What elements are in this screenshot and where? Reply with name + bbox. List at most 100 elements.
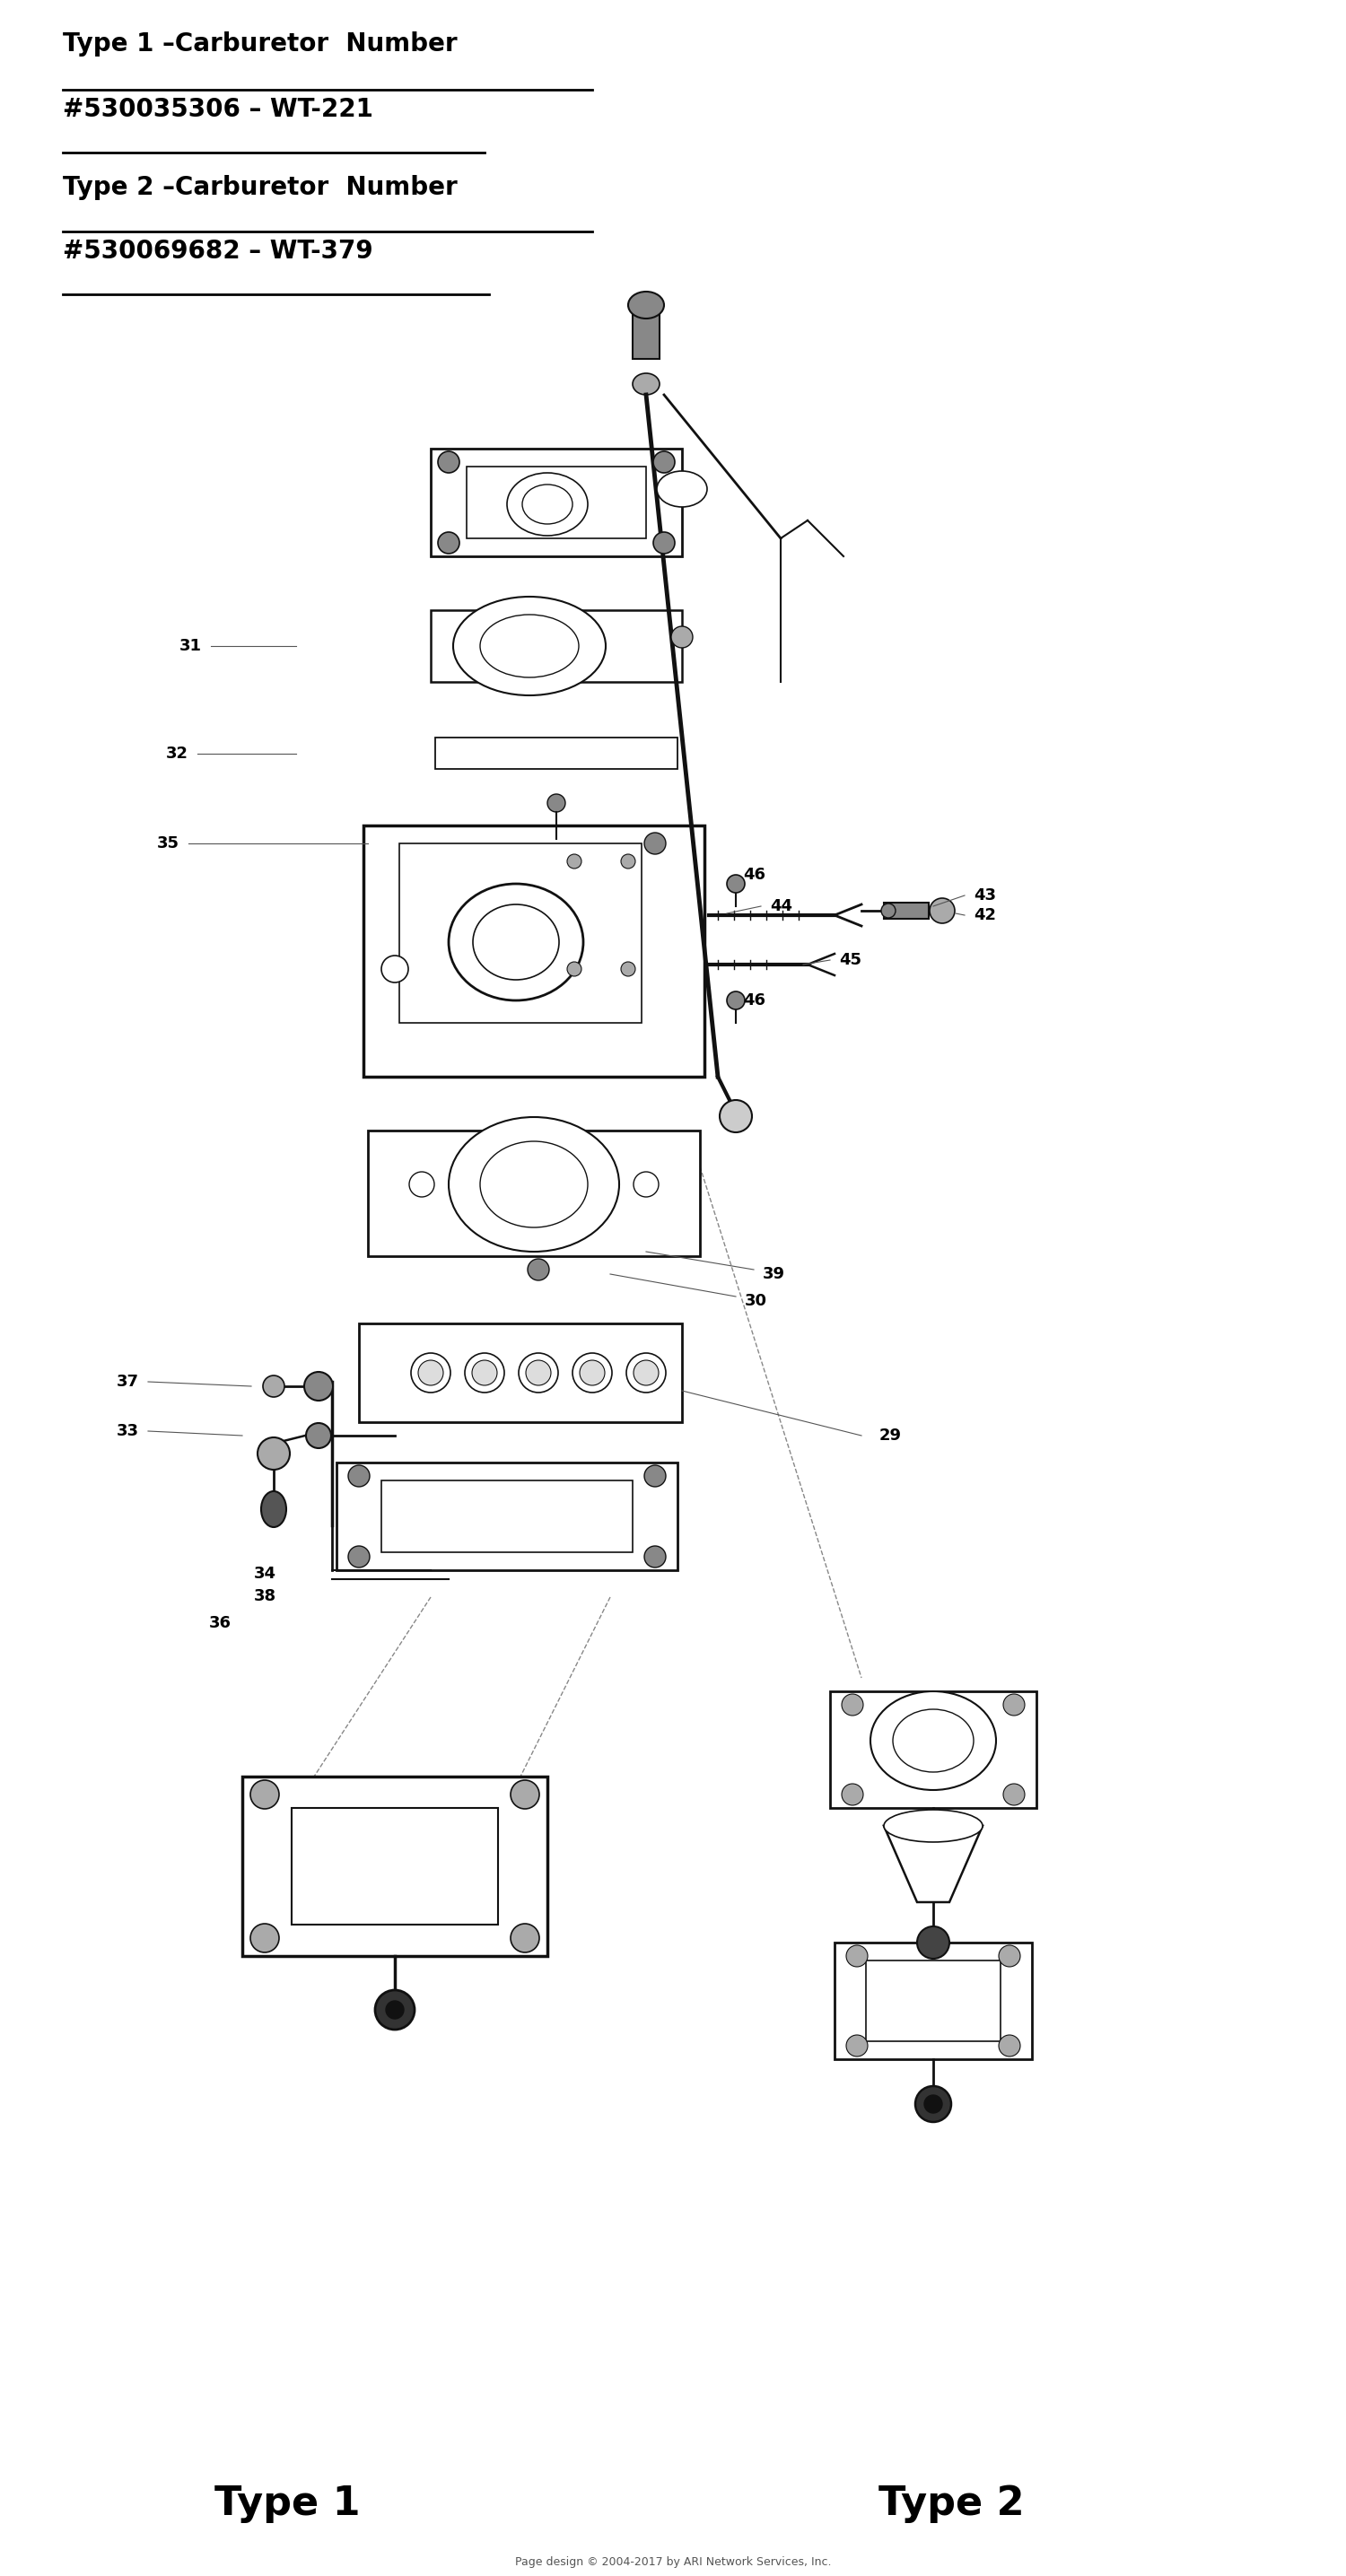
Ellipse shape [621,961,635,976]
Text: 31: 31 [179,639,202,654]
Ellipse shape [548,793,565,811]
Bar [336,1463,677,1571]
Ellipse shape [250,1924,279,1953]
Text: Type 2: Type 2 [878,2483,1024,2522]
Bar [884,902,929,920]
Bar [292,1808,498,1924]
Text: Page design © 2004-2017 by ARI Network Services, Inc.: Page design © 2004-2017 by ARI Network S… [514,2555,830,2568]
Ellipse shape [999,2035,1020,2056]
Bar [431,611,682,683]
Ellipse shape [419,1360,443,1386]
Ellipse shape [653,451,674,474]
Ellipse shape [262,1376,284,1396]
Ellipse shape [507,474,588,536]
Ellipse shape [386,2002,404,2020]
Ellipse shape [629,291,664,319]
Ellipse shape [510,1780,540,1808]
Ellipse shape [915,2087,952,2123]
Bar [359,1324,682,1422]
Text: ARN: ARN [464,1164,703,1260]
Ellipse shape [645,1546,666,1566]
Text: 34: 34 [253,1566,276,1582]
Ellipse shape [567,855,581,868]
Text: 46: 46 [743,992,766,1010]
Ellipse shape [657,471,707,507]
Ellipse shape [472,904,559,979]
Ellipse shape [882,904,895,917]
Bar [381,1481,633,1553]
Text: 42: 42 [973,907,996,922]
Bar [467,466,646,538]
Ellipse shape [567,961,581,976]
Text: 32: 32 [166,744,188,762]
Text: 44: 44 [770,899,793,914]
Bar [363,824,704,1077]
Ellipse shape [481,616,579,677]
Ellipse shape [645,832,666,855]
Ellipse shape [448,884,583,999]
Ellipse shape [481,1141,588,1226]
Ellipse shape [645,1466,666,1486]
Ellipse shape [727,876,744,894]
Bar [431,448,682,556]
Ellipse shape [437,533,459,554]
Ellipse shape [727,992,744,1010]
Text: 39: 39 [763,1265,785,1283]
Bar [633,304,660,358]
Ellipse shape [411,1352,451,1394]
Ellipse shape [304,1373,332,1401]
Ellipse shape [409,1172,435,1198]
Bar [830,1692,1036,1808]
Text: 43: 43 [973,886,996,904]
Text: 33: 33 [117,1422,139,1440]
Text: 45: 45 [839,953,861,969]
Bar [367,1131,700,1257]
Ellipse shape [633,374,660,394]
Text: 38: 38 [253,1589,276,1605]
Ellipse shape [841,1783,863,1806]
Ellipse shape [522,484,572,523]
Ellipse shape [349,1546,370,1566]
Ellipse shape [518,1352,559,1394]
Ellipse shape [572,1352,612,1394]
Ellipse shape [448,1118,619,1252]
Ellipse shape [720,1100,752,1133]
Text: Type 2 –Carburetor  Number: Type 2 –Carburetor Number [63,175,458,201]
Ellipse shape [437,451,459,474]
Bar [835,1942,1032,2058]
Text: 30: 30 [744,1293,767,1309]
Ellipse shape [454,598,606,696]
Ellipse shape [871,1692,996,1790]
Ellipse shape [349,1466,370,1486]
Ellipse shape [1003,1695,1024,1716]
Ellipse shape [528,1260,549,1280]
Polygon shape [884,1826,983,1901]
Ellipse shape [261,1492,287,1528]
Ellipse shape [925,2094,942,2112]
Text: #530035306 – WT-221: #530035306 – WT-221 [63,98,373,121]
Ellipse shape [472,1360,497,1386]
Ellipse shape [653,533,674,554]
Ellipse shape [847,2035,868,2056]
Ellipse shape [464,1352,505,1394]
Ellipse shape [1003,1783,1024,1806]
Text: Type 1: Type 1 [214,2483,361,2522]
Ellipse shape [257,1437,289,1471]
Ellipse shape [250,1780,279,1808]
Text: #530069682 – WT-379: #530069682 – WT-379 [63,240,373,263]
Ellipse shape [634,1172,658,1198]
Text: 46: 46 [743,866,766,884]
Ellipse shape [884,1811,983,1842]
Text: 36: 36 [209,1615,232,1631]
Ellipse shape [526,1360,551,1386]
Ellipse shape [841,1695,863,1716]
Ellipse shape [621,855,635,868]
Ellipse shape [672,626,693,647]
Ellipse shape [634,1360,658,1386]
Bar [435,737,677,770]
Text: 29: 29 [879,1427,902,1443]
Text: 37: 37 [117,1373,139,1391]
Ellipse shape [580,1360,604,1386]
Ellipse shape [306,1422,331,1448]
Bar [865,1960,1000,2040]
